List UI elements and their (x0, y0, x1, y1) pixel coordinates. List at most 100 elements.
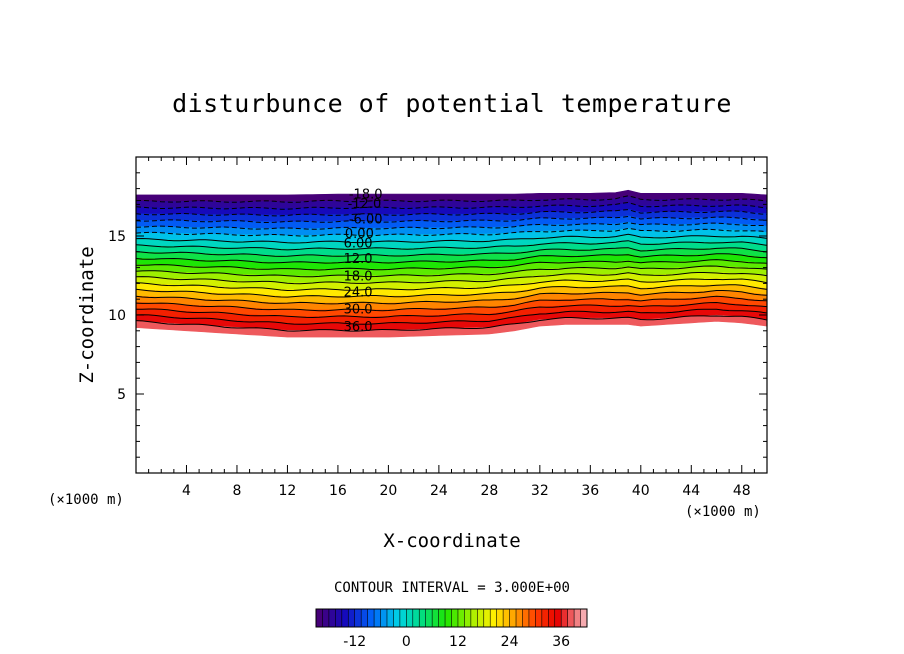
colorbar-cell (316, 609, 323, 627)
contour-line (135, 215, 767, 223)
contour-line (135, 222, 767, 230)
colorbar-cell (541, 609, 549, 627)
contour-line (135, 227, 768, 237)
contour-line (135, 259, 768, 271)
colorbar-cell (470, 609, 478, 627)
contour-label: 0.00 (345, 227, 374, 242)
colorbar-cell (393, 609, 401, 627)
colorbar-cell (464, 609, 472, 627)
contour-line (135, 284, 768, 298)
contour-line (135, 209, 768, 217)
x-tick-label: 24 (430, 483, 448, 499)
colorbar-cell (516, 609, 523, 627)
colorbar-cell (386, 609, 394, 627)
contour-interval-text: CONTOUR INTERVAL = 3.000E+00 (334, 580, 570, 596)
contour-line (135, 278, 768, 292)
colorbar-cell (380, 609, 388, 627)
contour-label: 30.0 (344, 303, 373, 318)
colorbar-cell (348, 609, 356, 627)
colorbar-cell (438, 609, 446, 627)
y-tick-label: 15 (108, 229, 126, 245)
colorbar-cell (322, 609, 330, 627)
contour-line (135, 290, 768, 305)
contour-label: -12.0 (348, 197, 382, 212)
colorbar (315, 608, 588, 628)
contour-line (135, 272, 768, 285)
colorbar-cell (341, 609, 349, 627)
colorbar-cell (561, 609, 568, 627)
contour-line (135, 315, 768, 332)
colorbar-cell (406, 609, 414, 627)
colorbar-cell (483, 609, 491, 627)
colorbar-cell (399, 609, 407, 627)
contour-line (135, 240, 768, 251)
x-tick-label: 40 (632, 483, 650, 499)
colorbar-cell (554, 609, 562, 627)
contour-line (135, 308, 768, 325)
colorbar-cell (328, 609, 336, 627)
colorbar-cell (567, 609, 575, 627)
x-tick-label: 44 (682, 483, 700, 499)
y-tick-label: 10 (108, 308, 126, 324)
contour-label: 6.00 (344, 236, 373, 251)
y-tick-labels: 5 10 15 (108, 229, 126, 403)
colorbar-cell (490, 609, 497, 627)
colorbar-cell (335, 609, 343, 627)
x-tick-labels: 4 8 12 16 20 24 28 32 36 40 44 48 (182, 483, 751, 499)
contour-line (135, 253, 768, 264)
colorbar-cell (503, 609, 510, 627)
colorbar-cell (528, 609, 536, 627)
contour-line (135, 195, 768, 203)
colorbar-cell (361, 609, 368, 627)
contour-label: 24.0 (344, 285, 373, 300)
colorbar-tick-label: 12 (449, 634, 467, 650)
x-tick-label: 48 (733, 483, 751, 499)
colorbar-cell (509, 609, 517, 627)
colorbar-cell (354, 609, 362, 627)
colorbar-cell (432, 609, 439, 627)
x-tick-label: 20 (379, 483, 397, 499)
contour-label: 36.0 (344, 320, 373, 335)
colorbar-tick-label: 0 (402, 634, 411, 650)
contour-line (135, 201, 768, 210)
y-tick-label: 5 (117, 387, 126, 403)
contour-line (135, 247, 768, 257)
colorbar-cell (445, 609, 452, 627)
x-tick-label: 12 (279, 483, 297, 499)
x-axis-unit: (×1000 m) (685, 504, 761, 520)
colorbar-tick-label: 36 (552, 634, 570, 650)
colorbar-cell (451, 609, 459, 627)
contour-label: 12.0 (344, 252, 373, 267)
colorbar-cell (496, 609, 504, 627)
colorbar-cell (367, 609, 375, 627)
x-tick-label: 16 (329, 483, 347, 499)
contour-line (135, 295, 768, 312)
colorbar-cell (574, 609, 581, 627)
y-axis-label: Z-coordinate (76, 246, 98, 383)
contour-label: 18.0 (344, 270, 373, 285)
colorbar-frame (315, 608, 588, 628)
x-tick-label: 28 (480, 483, 498, 499)
colorbar-cell (580, 609, 588, 627)
x-axis-label: X-coordinate (383, 530, 520, 552)
colorbar-cell (477, 609, 485, 627)
axis-ticks (136, 157, 767, 473)
colorbar-cell (412, 609, 420, 627)
contour-line (135, 265, 768, 278)
colorbar-cell (419, 609, 426, 627)
contour-line (135, 301, 768, 319)
x-tick-label: 36 (581, 483, 599, 499)
colorbar-cell (374, 609, 381, 627)
y-axis-unit: (×1000 m) (48, 492, 124, 508)
colorbar-cell (548, 609, 556, 627)
contour-label: -6.00 (349, 213, 383, 228)
colorbar-cell (522, 609, 530, 627)
contour-lines (135, 195, 768, 332)
colorbar-cell (535, 609, 543, 627)
x-tick-label: 32 (531, 483, 549, 499)
colorbar-cell (457, 609, 465, 627)
colorbar-tick-labels: -12 0 12 24 36 (343, 634, 570, 650)
